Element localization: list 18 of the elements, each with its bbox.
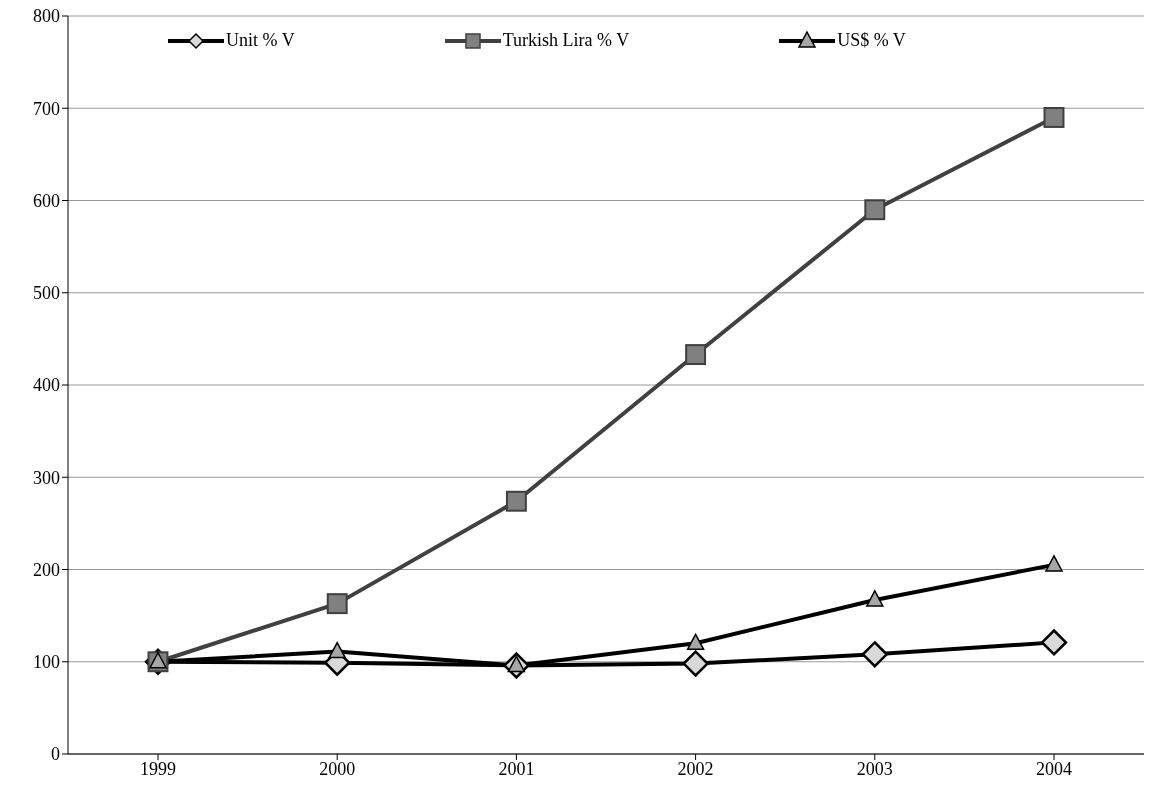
x-tick-label: 2002 bbox=[677, 758, 714, 779]
y-tick-label: 300 bbox=[33, 467, 60, 488]
x-tick-label: 1999 bbox=[140, 758, 176, 779]
y-tick-label: 200 bbox=[33, 559, 60, 580]
x-tick-label: 2000 bbox=[319, 758, 356, 779]
y-tick-label: 100 bbox=[33, 652, 60, 673]
x-tick-label: 2003 bbox=[856, 758, 893, 779]
legend-label: Turkish Lira % V bbox=[502, 30, 630, 51]
legend-label: US$ % V bbox=[837, 30, 906, 51]
y-tick-label: 600 bbox=[33, 190, 60, 211]
y-tick-label: 800 bbox=[33, 6, 60, 27]
y-tick-label: 700 bbox=[33, 98, 60, 119]
y-tick-label: 500 bbox=[33, 283, 60, 304]
x-tick-label: 2004 bbox=[1036, 758, 1072, 779]
legend-label: Unit % V bbox=[226, 30, 295, 51]
y-tick-label: 0 bbox=[51, 744, 60, 765]
y-tick-label: 400 bbox=[33, 375, 60, 396]
x-tick-label: 2001 bbox=[498, 758, 535, 779]
